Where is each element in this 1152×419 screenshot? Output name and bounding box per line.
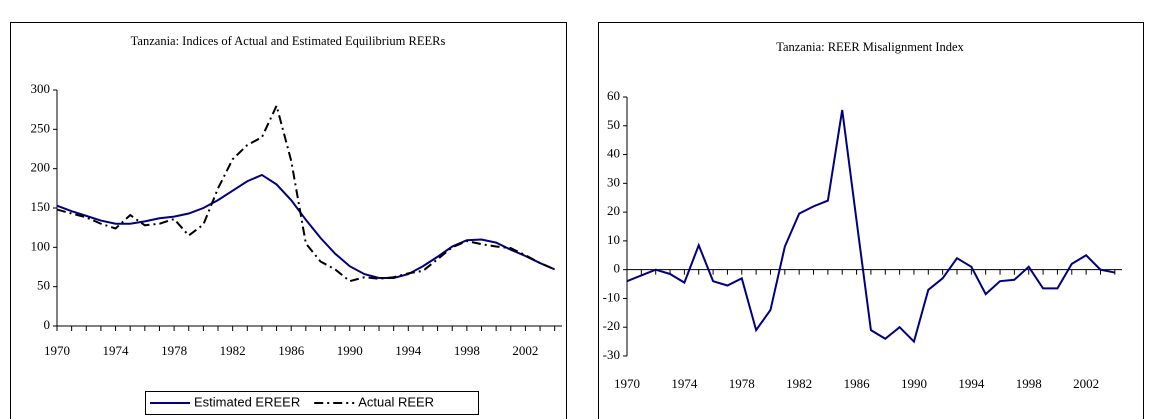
y-tick-label: 10 <box>607 232 620 247</box>
legend-label: Actual REER <box>358 394 434 409</box>
x-tick-label: 1994 <box>395 343 422 358</box>
y-tick-label: 250 <box>31 120 51 135</box>
x-tick-label: 1970 <box>614 376 640 391</box>
y-tick-label: -30 <box>603 347 620 362</box>
y-tick-label: 0 <box>44 317 51 332</box>
x-tick-label: 2002 <box>512 343 538 358</box>
y-tick-label: 150 <box>31 199 51 214</box>
y-tick-label: -10 <box>603 289 620 304</box>
x-tick-label: 1970 <box>44 343 70 358</box>
x-tick-label: 1990 <box>901 376 927 391</box>
y-tick-label: 60 <box>607 88 620 103</box>
y-tick-label: 50 <box>607 117 620 132</box>
x-tick-label: 1990 <box>337 343 363 358</box>
y-tick-label: -20 <box>603 318 620 333</box>
y-tick-label: 100 <box>31 238 51 253</box>
chart-title: Tanzania: Indices of Actual and Estimate… <box>131 34 446 48</box>
x-tick-label: 1998 <box>454 343 480 358</box>
legend-box <box>145 391 479 415</box>
x-tick-label: 1994 <box>958 376 985 391</box>
chart-title: Tanzania: REER Misalignment Index <box>776 40 964 54</box>
x-tick-label: 1982 <box>786 376 812 391</box>
y-tick-label: 300 <box>31 81 51 96</box>
series-line <box>626 109 1116 344</box>
y-tick-label: 20 <box>607 203 620 218</box>
x-tick-label: 1978 <box>161 343 187 358</box>
y-tick-label: 200 <box>31 160 51 175</box>
y-tick-label: 30 <box>607 174 620 189</box>
x-tick-label: 1974 <box>103 343 130 358</box>
y-tick-label: 40 <box>607 146 620 161</box>
x-tick-label: 1982 <box>220 343 246 358</box>
chart-frame <box>598 22 1144 419</box>
y-tick-label: 50 <box>37 278 50 293</box>
x-tick-label: 1978 <box>729 376 755 391</box>
legend-label: Estimated EREER <box>194 394 300 409</box>
x-tick-label: 2002 <box>1073 376 1099 391</box>
x-tick-label: 1986 <box>844 376 871 391</box>
x-tick-label: 1986 <box>278 343 305 358</box>
x-tick-label: 1974 <box>671 376 698 391</box>
y-tick-label: 0 <box>614 261 621 276</box>
series-line <box>56 173 556 280</box>
x-tick-label: 1998 <box>1016 376 1042 391</box>
